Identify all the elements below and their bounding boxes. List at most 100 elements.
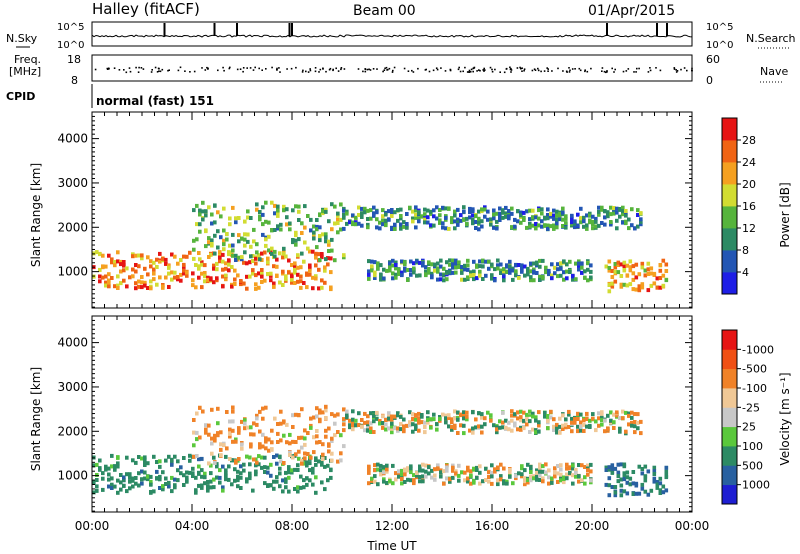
- range-cell: [318, 212, 322, 217]
- range-cell: [327, 426, 331, 431]
- range-cell: [388, 264, 392, 269]
- colorbar-tick-label: 4: [742, 266, 749, 279]
- range-cell: [622, 282, 627, 287]
- range-cell: [290, 274, 294, 279]
- range-cell: [588, 213, 592, 218]
- range-cell: [436, 466, 440, 471]
- range-cell: [391, 263, 395, 268]
- range-cell: [621, 209, 625, 214]
- range-cell: [499, 262, 503, 267]
- range-cell: [336, 221, 340, 225]
- range-cell: [197, 483, 201, 488]
- range-cell: [197, 264, 201, 269]
- range-cell: [586, 278, 590, 283]
- range-cell: [618, 214, 622, 219]
- range-cell: [219, 442, 223, 447]
- range-cell: [381, 421, 385, 425]
- freq-dot: [537, 69, 540, 72]
- freq-dot: [649, 69, 652, 72]
- range-cell: [179, 471, 183, 476]
- range-cell: [433, 477, 437, 482]
- range-cell: [95, 462, 99, 467]
- range-cell: [424, 265, 428, 270]
- range-cell: [442, 469, 446, 474]
- range-cell: [405, 423, 409, 428]
- range-cell: [625, 273, 630, 278]
- range-cell: [227, 258, 231, 263]
- range-cell: [195, 437, 199, 442]
- range-cell: [192, 256, 196, 261]
- range-cell: [116, 478, 120, 483]
- range-cell: [421, 261, 425, 266]
- range-cell: [528, 409, 532, 414]
- range-cell: [110, 464, 114, 469]
- range-cell: [523, 273, 527, 278]
- range-cell: [113, 260, 117, 264]
- range-cell: [640, 265, 645, 270]
- range-cell: [397, 268, 401, 272]
- range-cell: [528, 224, 532, 229]
- freq-dot: [357, 68, 360, 70]
- range-cell: [526, 266, 530, 271]
- freq-dot: [519, 66, 521, 69]
- range-cell: [640, 285, 645, 290]
- range-cell: [385, 469, 389, 474]
- range-cell: [544, 462, 548, 467]
- range-cell: [576, 429, 580, 434]
- range-cell: [423, 207, 427, 212]
- range-cell: [209, 463, 213, 468]
- range-cell: [585, 411, 589, 416]
- range-cell: [330, 227, 334, 232]
- range-cell: [436, 277, 440, 282]
- range-cell: [547, 268, 551, 273]
- range-cell: [314, 462, 318, 467]
- range-cell: [221, 284, 225, 289]
- range-cell: [308, 268, 312, 273]
- range-cell: [200, 262, 204, 267]
- range-cell: [610, 485, 615, 489]
- range-cell: [427, 465, 431, 470]
- range-cell: [252, 432, 256, 437]
- freq-dot: [523, 69, 525, 72]
- range-cell: [179, 465, 183, 470]
- range-cell: [490, 481, 494, 486]
- range-cell: [318, 234, 322, 238]
- range-cell: [173, 477, 177, 482]
- range-cell: [222, 228, 226, 233]
- range-cell: [173, 483, 177, 488]
- range-cell: [507, 420, 511, 425]
- range-cell: [529, 278, 533, 283]
- range-cell: [191, 271, 195, 276]
- range-cell: [558, 424, 562, 429]
- range-cell: [224, 266, 228, 271]
- range-cell: [502, 272, 506, 277]
- range-cell: [92, 274, 96, 279]
- range-cell: [370, 268, 374, 273]
- range-cell: [628, 482, 633, 487]
- range-cell: [559, 463, 563, 468]
- range-cell: [297, 435, 301, 440]
- range-cell: [405, 212, 409, 216]
- range-cell: [270, 246, 274, 251]
- range-cell: [555, 213, 559, 218]
- freq-dot: [201, 67, 203, 69]
- range-cell: [589, 478, 593, 483]
- range-cell: [475, 475, 479, 480]
- range-cell: [173, 454, 177, 459]
- freq-dot: [325, 70, 327, 73]
- range-cell: [342, 422, 346, 427]
- range-cell: [457, 473, 461, 478]
- range-cell: [613, 490, 618, 495]
- range-cell: [384, 223, 388, 228]
- range-cell: [311, 482, 315, 487]
- range-cell: [192, 208, 196, 213]
- range-cell: [194, 285, 198, 290]
- range-cell: [188, 458, 192, 463]
- power-data: [92, 200, 669, 294]
- range-cell: [243, 237, 247, 242]
- range-cell: [276, 204, 280, 209]
- range-cell: [119, 269, 123, 274]
- range-cell: [420, 414, 424, 419]
- range-cell: [264, 237, 268, 242]
